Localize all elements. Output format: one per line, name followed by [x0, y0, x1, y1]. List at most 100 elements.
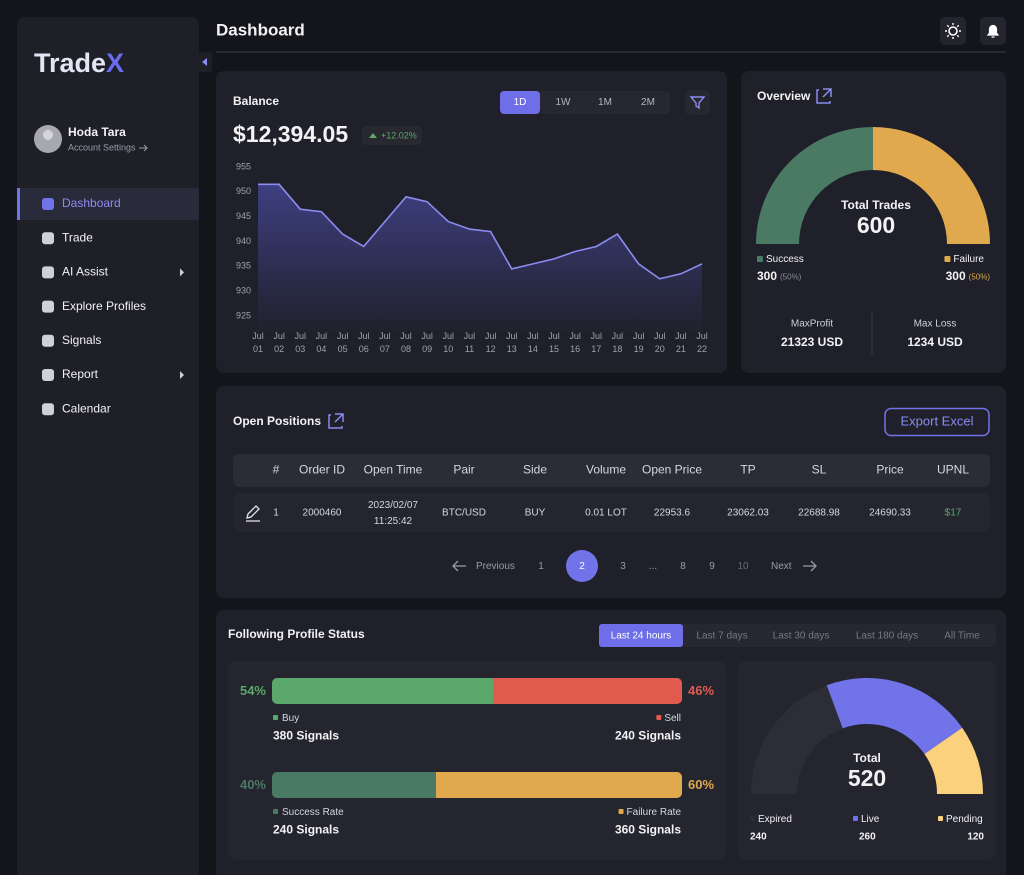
nav-label[interactable]: Calendar [62, 401, 111, 415]
range-selected [500, 91, 540, 114]
tab[interactable]: Last 30 days [773, 631, 830, 642]
nav-label[interactable]: Signals [62, 333, 101, 347]
nav-icon [42, 403, 54, 416]
bell-icon [986, 24, 1000, 38]
legend-percent: (50%) [780, 273, 802, 282]
range-option[interactable]: 1M [598, 97, 612, 108]
open-icon[interactable] [816, 88, 832, 104]
nav-label[interactable]: Dashboard [62, 196, 121, 210]
balance-change: +12.02% [381, 130, 417, 140]
gauge-label: Total [853, 751, 881, 765]
x-tick-label: Jul 17 [591, 331, 603, 354]
tab[interactable]: Last 7 days [696, 631, 747, 642]
stat-value: 21323 USD [781, 335, 843, 349]
column-header: SL [812, 463, 827, 477]
bar-right [436, 772, 682, 798]
x-tick-label: Jul 22 [696, 331, 708, 354]
account-settings[interactable]: Account Settings [68, 142, 136, 152]
edit-icon[interactable] [246, 505, 260, 522]
nav-icon [42, 232, 54, 245]
nav-label[interactable]: AI Assist [62, 265, 109, 279]
x-tick-label: Jul 21 [675, 331, 687, 354]
table-cell: 23062.03 [727, 508, 769, 519]
user-name: Hoda Tara [68, 125, 126, 139]
legend-value: 300 [757, 269, 777, 283]
legend-value: 260 [859, 832, 876, 843]
next-arrow[interactable] [803, 560, 817, 572]
legend-percent: (50%) [969, 273, 991, 282]
sidebar [17, 17, 199, 875]
column-header: Pair [453, 463, 474, 477]
range-option[interactable]: 1D [514, 97, 527, 108]
x-tick-label: Jul 18 [612, 331, 624, 354]
tab-bar [599, 624, 996, 647]
overview-card [741, 71, 1006, 373]
bar-detail: 240 Signals [615, 729, 681, 743]
column-header: Volume [586, 463, 626, 477]
x-tick-label: Jul 01 [252, 331, 264, 354]
export-button[interactable] [884, 407, 990, 437]
page-number[interactable]: 10 [737, 561, 749, 572]
range-option[interactable]: 1W [556, 97, 572, 108]
table-cell: BTC/USD [442, 508, 486, 519]
tab-selected [599, 624, 683, 647]
y-tick-label: 950 [236, 186, 251, 196]
positions-title: Open Positions [233, 414, 321, 428]
bar-detail: 380 Signals [273, 729, 339, 743]
sun-icon [948, 26, 958, 36]
tab[interactable]: Last 24 hours [611, 631, 672, 642]
y-tick-label: 940 [236, 236, 251, 246]
next-label[interactable]: Next [771, 561, 792, 572]
balance-title: Balance [233, 94, 279, 108]
collapse-icon [202, 58, 207, 66]
positions-card [216, 386, 1006, 598]
column-header: UPNL [937, 463, 969, 477]
legend-name: Failure Rate [627, 807, 682, 818]
x-tick-label: Jul 14 [527, 331, 539, 354]
tab[interactable]: Last 180 days [856, 631, 918, 642]
x-tick-label: Jul 08 [400, 331, 412, 354]
page-number[interactable]: 9 [709, 561, 715, 572]
prev-label[interactable]: Previous [476, 561, 515, 572]
page-number[interactable]: 2 [579, 561, 585, 572]
x-tick-label: Jul 05 [337, 331, 349, 354]
theme-button[interactable] [940, 17, 966, 45]
legend-name: Pending [946, 814, 983, 825]
bar-right [493, 678, 682, 704]
bar-percent: 40% [240, 777, 266, 792]
brand-name: Trade [34, 48, 106, 78]
y-tick-label: 945 [236, 211, 251, 221]
legend-value: 240 [750, 832, 767, 843]
open-icon[interactable] [328, 413, 344, 429]
legend-name: Success [766, 254, 804, 265]
legend-dot [656, 715, 662, 720]
legend-name: Expired [758, 814, 792, 825]
gauge-total: 600 [857, 212, 895, 238]
page-number[interactable]: ... [649, 561, 657, 572]
x-tick-label: Jul 04 [316, 331, 328, 354]
page-number[interactable]: 8 [680, 561, 686, 572]
page-number[interactable]: 3 [620, 561, 626, 572]
tab[interactable]: All Time [944, 631, 980, 642]
bar-right-edge [436, 772, 442, 798]
prev-arrow[interactable] [452, 560, 466, 572]
balance-line [258, 183, 703, 280]
nav-active-bar [17, 188, 20, 220]
nav-label[interactable]: Report [62, 367, 99, 381]
table-cell: 2023/02/07 11:25:42 [368, 500, 418, 527]
gauge-label: Total Trades [841, 198, 911, 212]
bar-right-edge [493, 678, 500, 704]
bars-panel [228, 661, 726, 860]
x-tick-label: Jul 19 [633, 331, 645, 354]
nav-label[interactable]: Explore Profiles [62, 299, 146, 313]
gauge-total: 520 [848, 765, 886, 791]
overview-title: Overview [757, 89, 811, 103]
range-option[interactable]: 2M [641, 97, 655, 108]
bar-percent: 60% [688, 777, 714, 792]
column-header: Open Price [642, 463, 702, 477]
page-number[interactable]: 1 [538, 561, 544, 572]
x-tick-label: Jul 13 [506, 331, 518, 354]
nav-label[interactable]: Trade [62, 230, 93, 244]
legend-dot [757, 256, 763, 262]
filter-button[interactable] [685, 90, 710, 115]
